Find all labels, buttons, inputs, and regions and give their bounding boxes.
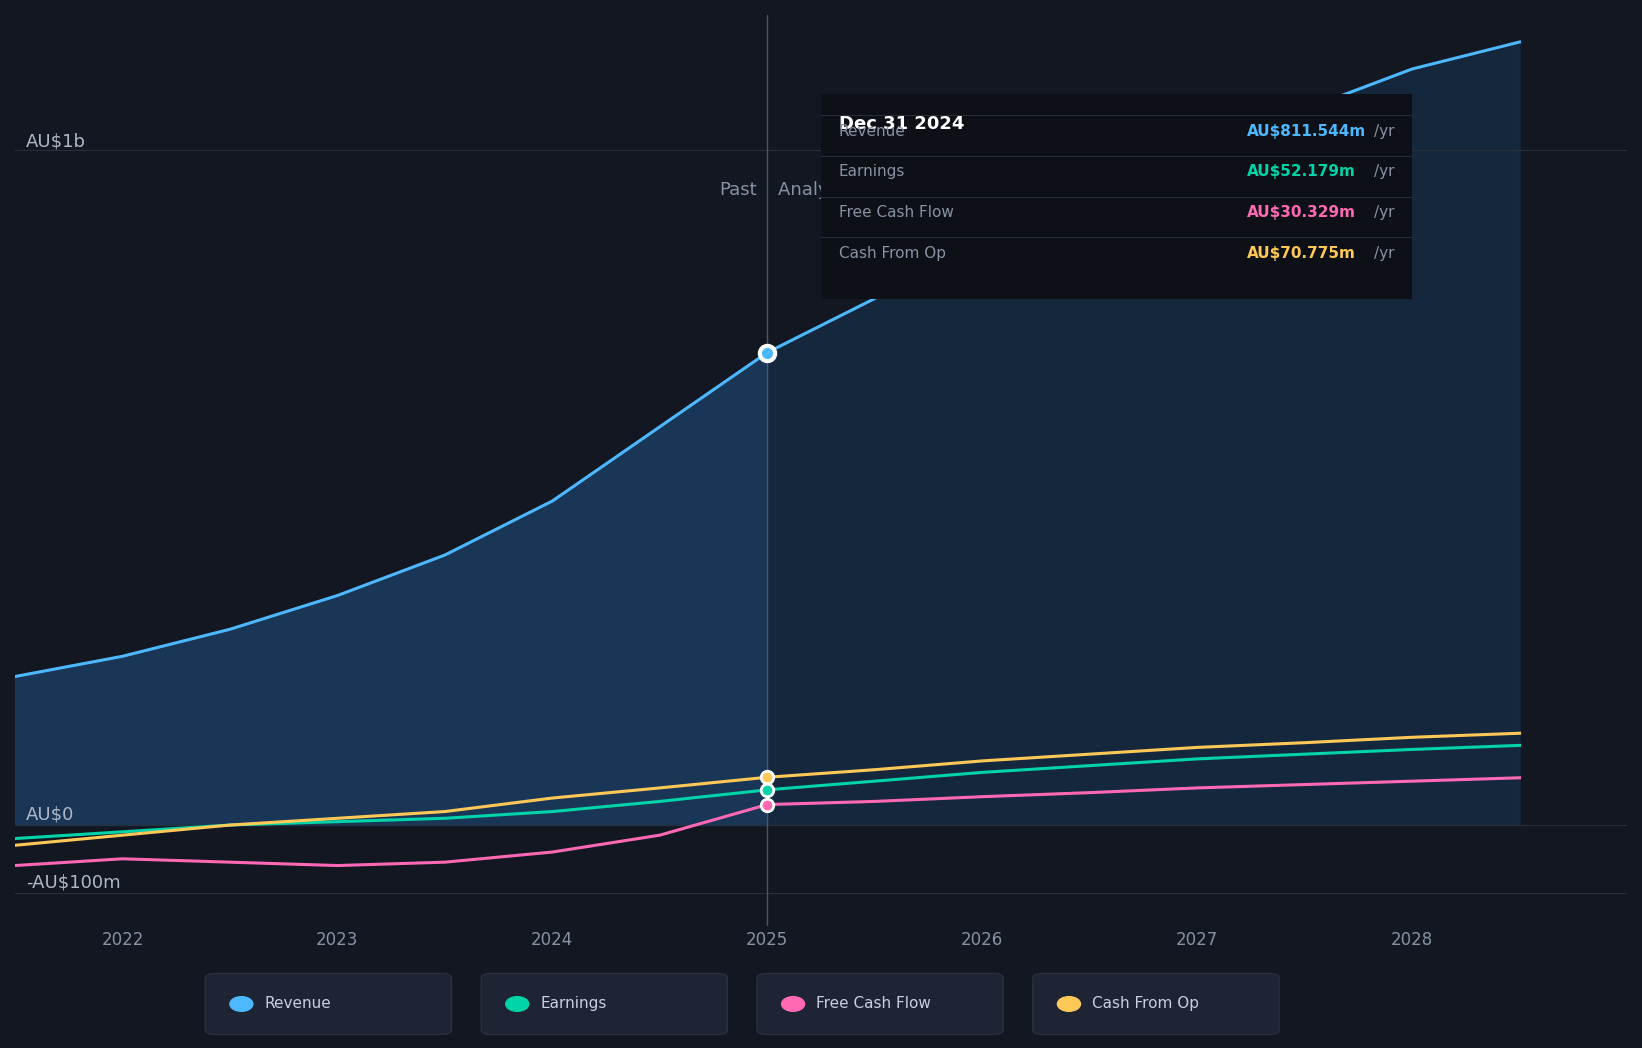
Text: Analysts Forecasts: Analysts Forecasts [778, 181, 946, 199]
Text: AU$1b: AU$1b [26, 132, 85, 150]
Text: Revenue: Revenue [839, 124, 905, 138]
Text: Earnings: Earnings [540, 997, 606, 1011]
Text: /yr: /yr [1374, 205, 1394, 220]
Text: Earnings: Earnings [839, 165, 905, 179]
Text: /yr: /yr [1374, 124, 1394, 138]
Text: Cash From Op: Cash From Op [839, 246, 946, 261]
Text: Revenue: Revenue [264, 997, 332, 1011]
Text: -AU$100m: -AU$100m [26, 873, 120, 891]
Text: AU$811.544m: AU$811.544m [1246, 124, 1366, 138]
Text: Free Cash Flow: Free Cash Flow [839, 205, 954, 220]
Text: Past: Past [719, 181, 757, 199]
Text: Dec 31 2024: Dec 31 2024 [839, 115, 964, 133]
Text: /yr: /yr [1374, 165, 1394, 179]
Text: AU$0: AU$0 [26, 806, 74, 824]
Text: AU$52.179m: AU$52.179m [1246, 165, 1356, 179]
Text: AU$30.329m: AU$30.329m [1246, 205, 1356, 220]
Text: Cash From Op: Cash From Op [1092, 997, 1199, 1011]
Text: Free Cash Flow: Free Cash Flow [816, 997, 931, 1011]
Text: /yr: /yr [1374, 246, 1394, 261]
Text: AU$70.775m: AU$70.775m [1246, 246, 1356, 261]
